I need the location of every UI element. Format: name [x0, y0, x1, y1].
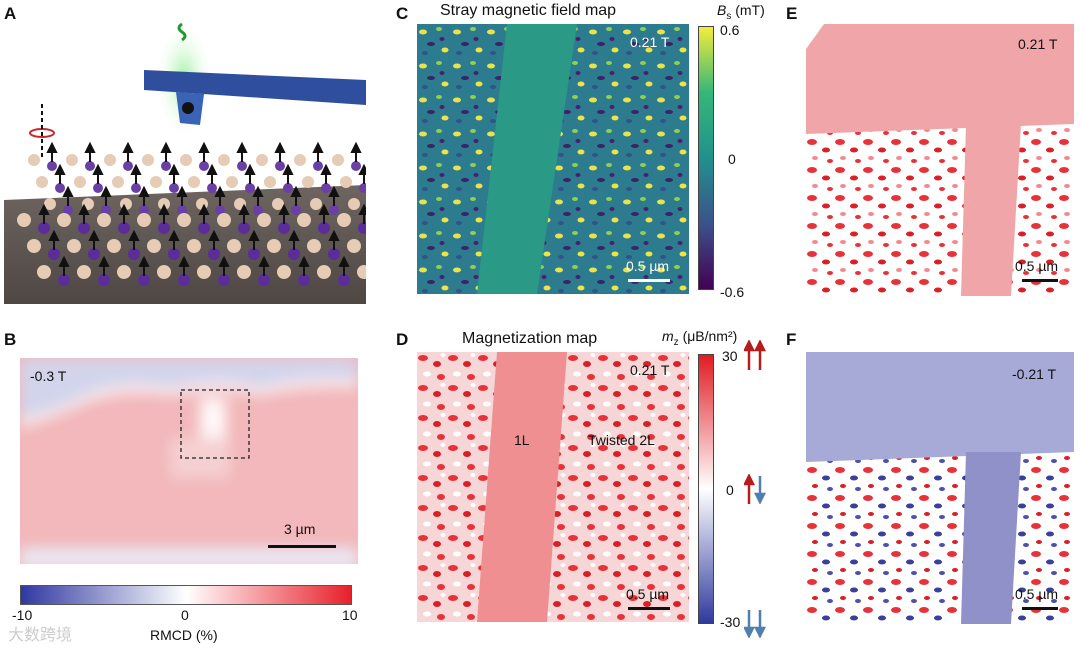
watermark: 大数跨境 [8, 627, 73, 644]
scalebar-label-d: 0.5 µm [626, 586, 670, 602]
scalebar-b [268, 545, 336, 548]
scalebar-label-c: 0.5 µm [626, 258, 670, 274]
scalebar-c [628, 279, 670, 282]
colorbar-b-label: RMCD (%) [150, 627, 218, 643]
panel-label-d: D [396, 330, 409, 349]
scalebar-e [1022, 279, 1058, 282]
magnetization-map-e [806, 24, 1074, 296]
colorbar-c-title: Bs (mT) [717, 2, 765, 22]
region-label-1l: 1L [514, 432, 530, 448]
region-label-twisted-2l: Twisted 2L [588, 432, 655, 448]
spin-up-down-icon [744, 474, 766, 504]
panel-label-e: E [786, 4, 798, 23]
panel-label-c: C [396, 4, 409, 23]
spin-down-down-icon [744, 608, 766, 638]
magnetization-map-f [806, 352, 1074, 624]
colorbar-b-max: 10 [342, 607, 358, 623]
field-label-e: 0.21 T [1018, 36, 1058, 52]
panel-label-b: B [4, 330, 17, 349]
spin-up-up-icon [744, 340, 766, 370]
colorbar-b-min: -10 [12, 607, 33, 623]
colorbar-b [20, 585, 352, 605]
colorbar-d-mid: 0 [726, 482, 734, 498]
scalebar-f [1022, 607, 1058, 610]
field-label-c: 0.21 T [630, 34, 670, 50]
crystal-structure-illustration [4, 20, 366, 304]
colorbar-c-mid: 0 [728, 151, 736, 167]
colorbar-d-max: 30 [722, 348, 738, 364]
scalebar-label-e: 0.5 µm [1015, 258, 1059, 274]
colorbar-d-title: mz (μB/nm²) [662, 328, 738, 348]
colorbar-d-min: -30 [720, 614, 741, 630]
field-label-f: -0.21 T [1012, 366, 1057, 382]
field-label-b: -0.3 T [30, 368, 67, 384]
colorbar-c [698, 26, 714, 290]
colorbar-b-mid: 0 [181, 607, 189, 623]
magnetization-map [417, 352, 689, 622]
scalebar-label-b: 3 µm [284, 521, 316, 537]
rmcd-map [20, 358, 358, 564]
panel-label-f: F [786, 330, 797, 349]
stray-field-map [417, 24, 689, 294]
colorbar-c-min: -0.6 [720, 284, 745, 300]
zoom-region-box [180, 389, 250, 459]
field-label-d: 0.21 T [630, 362, 670, 378]
colorbar-c-max: 0.6 [720, 22, 740, 38]
title-c: Stray magnetic field map [440, 2, 617, 19]
title-d: Magnetization map [462, 330, 598, 347]
colorbar-d [698, 354, 714, 624]
scalebar-d [628, 607, 670, 610]
scalebar-label-f: 0.5 µm [1015, 586, 1059, 602]
panel-label-a: A [4, 4, 17, 23]
